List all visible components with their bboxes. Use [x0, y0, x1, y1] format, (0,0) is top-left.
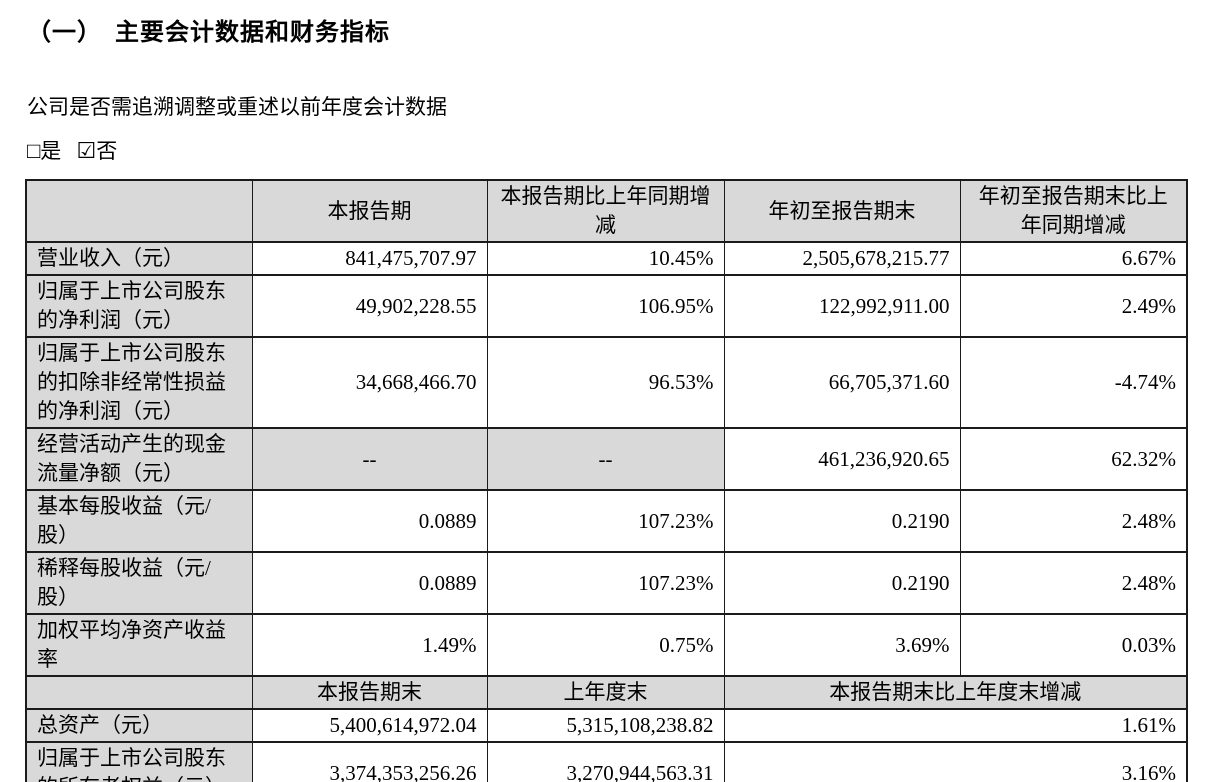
cell-value: 62.32%	[959, 427, 1188, 491]
row-label-diluted-eps: 稀释每股收益（元/股）	[25, 551, 253, 615]
checkbox-yes: □是	[27, 138, 62, 163]
header-empty-cell	[25, 179, 253, 243]
cell-value: 107.23%	[486, 551, 725, 615]
table-row-total-assets: 总资产（元） 5,400,614,972.04 5,315,108,238.82…	[25, 708, 1188, 743]
cell-value: 1.49%	[251, 613, 488, 677]
table-row-diluted-eps: 稀释每股收益（元/股） 0.0889 107.23% 0.2190 2.48%	[25, 551, 1188, 615]
financial-indicators-table: 本报告期 本报告期比上年同期增减 年初至报告期末 年初至报告期末比上年同期增减 …	[25, 179, 1188, 782]
cell-value: 10.45%	[486, 241, 725, 276]
cell-value: 841,475,707.97	[251, 241, 488, 276]
cell-value: 2.48%	[959, 551, 1188, 615]
col-header-ytd-yoy-change: 年初至报告期末比上年同期增减	[959, 179, 1188, 243]
section-title: （一） 主要会计数据和财务指标	[27, 20, 390, 46]
col-header-prior-year-end: 上年度末	[486, 675, 725, 710]
cell-value: 0.2190	[723, 489, 961, 553]
cell-value: 0.75%	[486, 613, 725, 677]
cell-value: 0.0889	[251, 489, 488, 553]
cell-value: 3.16%	[723, 741, 1188, 782]
cell-value: 1.61%	[723, 708, 1188, 743]
restatement-question: 公司是否需追溯调整或重述以前年度会计数据	[27, 95, 447, 119]
restatement-answer: □是 ☑否	[27, 135, 1186, 165]
cell-value: 3,270,944,563.31	[486, 741, 725, 782]
checkbox-unchecked-icon: □	[27, 138, 41, 163]
cell-value: 461,236,920.65	[723, 427, 961, 491]
cell-value: 122,992,911.00	[723, 274, 961, 338]
cell-value: 2,505,678,215.77	[723, 241, 961, 276]
col-header-change-vs-prior-year-end: 本报告期末比上年度末增减	[723, 675, 1188, 710]
table-row-basic-eps: 基本每股收益（元/股） 0.0889 107.23% 0.2190 2.48%	[25, 489, 1188, 553]
row-label-equity: 归属于上市公司股东的所有者权益（元）	[25, 741, 253, 782]
cell-value: 6.67%	[959, 241, 1188, 276]
row-label-weighted-avg-roe: 加权平均净资产收益率	[25, 613, 253, 677]
table-header-row-period: 本报告期 本报告期比上年同期增减 年初至报告期末 年初至报告期末比上年同期增减	[25, 179, 1188, 243]
table-header-row-yearend: 本报告期末 上年度末 本报告期末比上年度末增减	[25, 675, 1188, 710]
col-header-current-period: 本报告期	[251, 179, 488, 243]
cell-value: 34,668,466.70	[251, 336, 488, 429]
cell-value-na: --	[486, 427, 725, 491]
col-header-period-yoy-change: 本报告期比上年同期增减	[486, 179, 725, 243]
table-row-net-profit-excl-nonrecurring: 归属于上市公司股东的扣除非经常性损益的净利润（元） 34,668,466.70 …	[25, 336, 1188, 429]
cell-value: 0.0889	[251, 551, 488, 615]
cell-value: 66,705,371.60	[723, 336, 961, 429]
table-row-weighted-avg-roe: 加权平均净资产收益率 1.49% 0.75% 3.69% 0.03%	[25, 613, 1188, 677]
row-label-total-assets: 总资产（元）	[25, 708, 253, 743]
cell-value: 2.48%	[959, 489, 1188, 553]
table-row-operating-cash-flow: 经营活动产生的现金流量净额（元） -- -- 461,236,920.65 62…	[25, 427, 1188, 491]
cell-value: 5,315,108,238.82	[486, 708, 725, 743]
row-label-net-profit: 归属于上市公司股东的净利润（元）	[25, 274, 253, 338]
cell-value: 0.2190	[723, 551, 961, 615]
cell-value: 0.03%	[959, 613, 1188, 677]
checkbox-no-label: 否	[96, 139, 118, 163]
cell-value: 2.49%	[959, 274, 1188, 338]
table-row-equity: 归属于上市公司股东的所有者权益（元） 3,374,353,256.26 3,27…	[25, 741, 1188, 782]
checkbox-no: ☑否	[76, 138, 118, 163]
table-row-revenue: 营业收入（元） 841,475,707.97 10.45% 2,505,678,…	[25, 241, 1188, 276]
cell-value: 107.23%	[486, 489, 725, 553]
cell-value: 5,400,614,972.04	[251, 708, 488, 743]
cell-value: 96.53%	[486, 336, 725, 429]
col-header-ytd: 年初至报告期末	[723, 179, 961, 243]
col-header-period-end: 本报告期末	[251, 675, 488, 710]
table-row-net-profit: 归属于上市公司股东的净利润（元） 49,902,228.55 106.95% 1…	[25, 274, 1188, 338]
cell-value: 49,902,228.55	[251, 274, 488, 338]
cell-value: 3,374,353,256.26	[251, 741, 488, 782]
checkbox-yes-label: 是	[40, 139, 62, 163]
header-empty-cell	[25, 675, 253, 710]
row-label-revenue: 营业收入（元）	[25, 241, 253, 276]
checkbox-checked-icon: ☑	[76, 138, 97, 163]
row-label-operating-cash-flow: 经营活动产生的现金流量净额（元）	[25, 427, 253, 491]
cell-value: 106.95%	[486, 274, 725, 338]
cell-value-na: --	[251, 427, 488, 491]
cell-value: -4.74%	[959, 336, 1188, 429]
row-label-net-profit-excl-nonrecurring: 归属于上市公司股东的扣除非经常性损益的净利润（元）	[25, 336, 253, 429]
cell-value: 3.69%	[723, 613, 961, 677]
row-label-basic-eps: 基本每股收益（元/股）	[25, 489, 253, 553]
